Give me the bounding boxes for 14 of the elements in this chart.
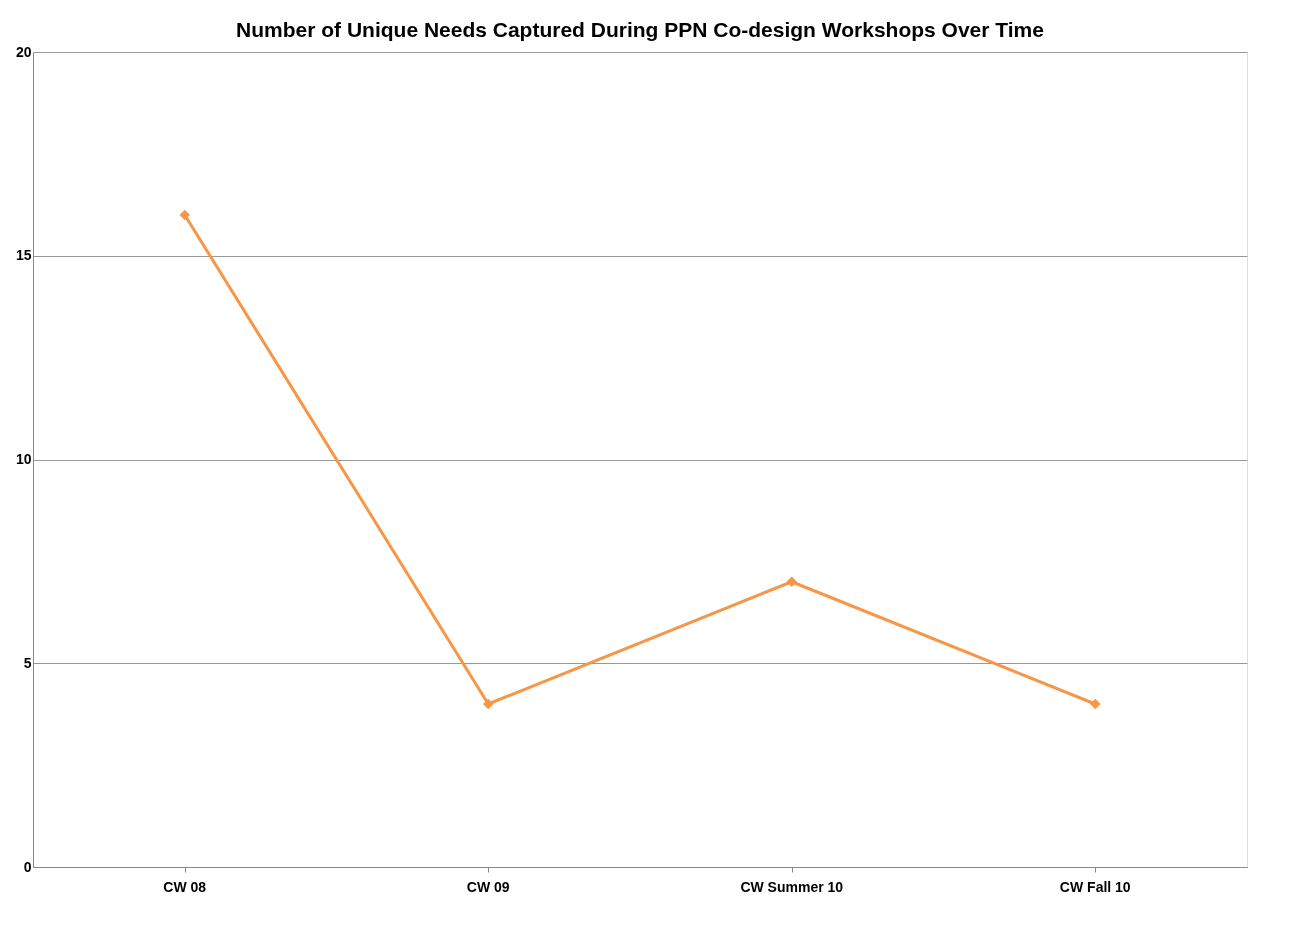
point <box>786 576 797 587</box>
point <box>1090 698 1101 710</box>
point <box>179 209 190 221</box>
x-tick-label: CW Summer 10 <box>740 879 844 895</box>
x-tick-label: CW Fall 10 <box>1059 879 1131 895</box>
y-tick-label: 15 <box>15 247 32 264</box>
x-tick-label: CW 08 <box>163 879 207 895</box>
y-tick-label: 20 <box>15 43 32 60</box>
x-tick-label: CW 09 <box>466 879 510 895</box>
y-tick-label: 10 <box>15 451 32 467</box>
point <box>483 698 494 710</box>
chart-title: Number of Unique Needs Captured During PPN Co-design Workshops Over Time <box>236 18 1044 41</box>
y-tick-label: 5 <box>23 654 32 671</box>
y-tick-label: 0 <box>23 858 32 875</box>
